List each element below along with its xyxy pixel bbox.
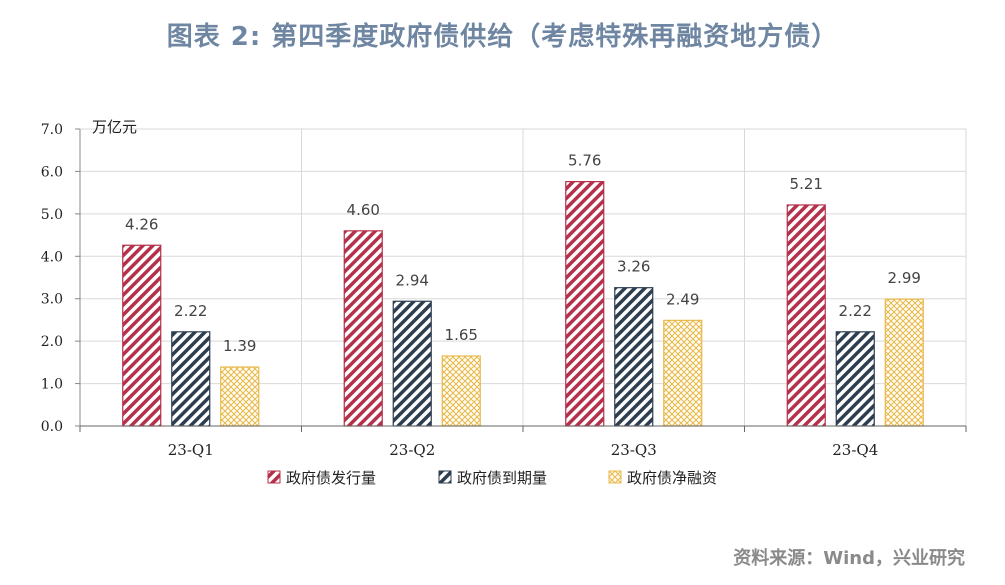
y-tick-label: 3.0 bbox=[41, 292, 63, 308]
y-tick-label: 5.0 bbox=[41, 207, 63, 223]
data-label: 4.26 bbox=[125, 215, 158, 233]
data-label: 5.76 bbox=[568, 152, 601, 170]
bar-2-2 bbox=[392, 300, 432, 427]
bar-3-4 bbox=[884, 298, 924, 427]
data-label: 2.22 bbox=[839, 302, 872, 320]
source-note: 资料来源：Wind，兴业研究 bbox=[733, 548, 965, 569]
bar-2-3 bbox=[614, 287, 654, 427]
legend-label-3: 政府债净融资 bbox=[627, 469, 717, 487]
data-label: 2.94 bbox=[396, 271, 429, 289]
y-tick-label: 0.0 bbox=[41, 419, 63, 435]
legend-swatch-2 bbox=[438, 470, 452, 484]
bar-3-3 bbox=[663, 319, 703, 427]
data-label: 2.22 bbox=[174, 302, 207, 320]
data-label: 3.26 bbox=[617, 258, 650, 276]
data-label: 2.99 bbox=[888, 269, 921, 287]
legend-swatch-3 bbox=[608, 470, 622, 484]
x-tick-label: 23-Q3 bbox=[611, 441, 657, 459]
legend-label-2: 政府债到期量 bbox=[457, 469, 547, 487]
bar-3-2 bbox=[441, 355, 481, 427]
bar-1-4 bbox=[786, 204, 826, 427]
legend-swatch-1 bbox=[267, 470, 281, 484]
data-label: 1.65 bbox=[445, 326, 478, 344]
data-label: 5.21 bbox=[790, 175, 823, 193]
x-tick-label: 23-Q4 bbox=[832, 441, 878, 459]
y-axis-unit-label: 万亿元 bbox=[92, 118, 137, 136]
bar-1-2 bbox=[343, 230, 383, 427]
legend-label-1: 政府债发行量 bbox=[286, 469, 376, 487]
chart-title: 图表 2: 第四季度政府债供给（考虑特殊再融资地方债） bbox=[166, 22, 839, 52]
bar-3-1 bbox=[220, 366, 260, 427]
y-tick-label: 6.0 bbox=[41, 164, 63, 180]
data-label: 1.39 bbox=[223, 337, 256, 355]
data-label: 2.49 bbox=[666, 290, 699, 308]
y-tick-label: 2.0 bbox=[41, 334, 63, 350]
bar-1-3 bbox=[565, 181, 605, 427]
bar-2-4 bbox=[835, 331, 875, 427]
y-tick-label: 4.0 bbox=[41, 249, 63, 265]
data-label: 4.60 bbox=[347, 201, 380, 219]
x-tick-label: 23-Q2 bbox=[389, 441, 435, 459]
bar-1-1 bbox=[122, 244, 162, 427]
bar-2-1 bbox=[171, 331, 211, 427]
y-tick-label: 7.0 bbox=[41, 122, 63, 138]
x-tick-label: 23-Q1 bbox=[168, 441, 214, 459]
y-tick-label: 1.0 bbox=[41, 377, 63, 393]
